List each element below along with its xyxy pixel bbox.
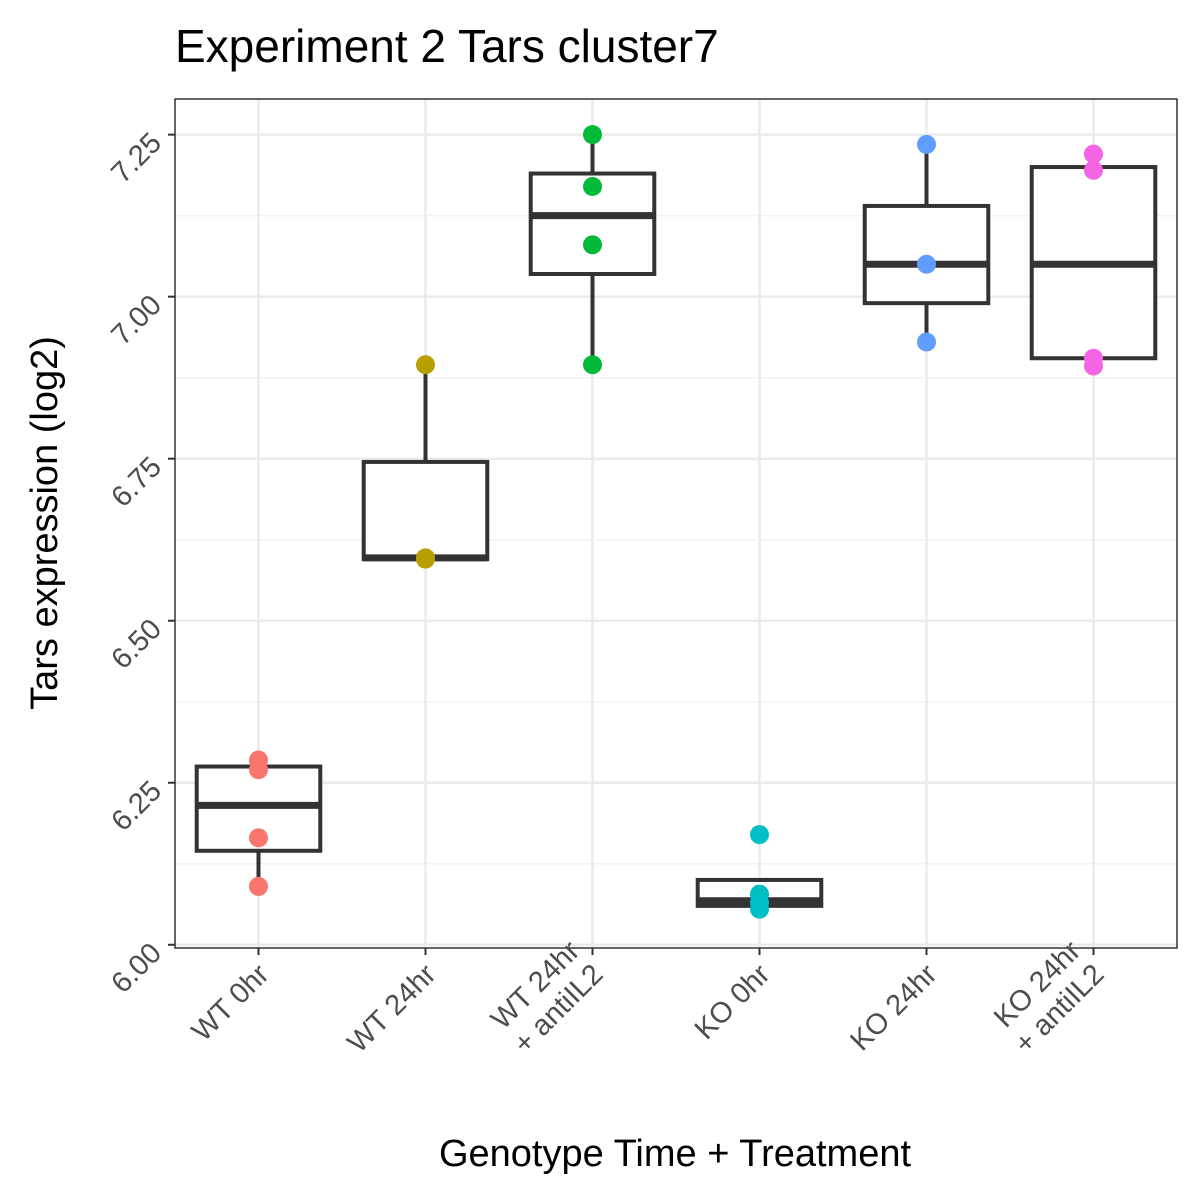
x-tick-label-line: WT 24hr	[342, 958, 443, 1059]
x-tick-label: WT 0hr	[186, 958, 276, 1048]
data-points	[249, 125, 1103, 919]
x-tick-label: KO 24hr+ antiIL2	[985, 935, 1110, 1060]
panel-border	[174, 98, 1178, 949]
x-tick-label: WT 24hr+ antiIL2	[484, 935, 609, 1060]
box	[361, 459, 490, 562]
data-point	[249, 876, 268, 896]
data-point	[1084, 356, 1103, 376]
x-tick-label: WT 24hr	[342, 958, 443, 1059]
y-tick-label: 6.75	[105, 451, 168, 514]
x-axis: WT 0hr WT 24hr WT 24hr+ antiIL2 KO 0hr KO 24…	[186, 935, 1110, 1060]
data-point	[249, 760, 268, 780]
data-point	[249, 828, 268, 848]
data-point	[750, 899, 769, 919]
data-point	[1084, 144, 1103, 164]
x-tick-label: KO 24hr	[844, 958, 943, 1057]
data-point	[583, 355, 602, 375]
x-tick-label: KO 0hr	[689, 958, 777, 1046]
y-tick-label: 7.25	[105, 127, 168, 190]
data-point	[583, 176, 602, 196]
data-point	[917, 134, 936, 154]
data-point	[416, 549, 435, 569]
boxes	[194, 134, 1158, 908]
data-point	[750, 825, 769, 845]
box	[862, 203, 991, 306]
x-tick-label-line: KO 24hr	[844, 958, 943, 1057]
data-point	[583, 125, 602, 145]
chart-title: Experiment 2 Tars cluster7	[175, 20, 719, 72]
x-tick-label-line: KO 0hr	[689, 958, 777, 1046]
data-point	[917, 254, 936, 274]
y-axis: 6.00 6.25 6.50 6.75 7.00 7.25	[105, 127, 175, 1000]
data-point	[917, 332, 936, 352]
y-tick-label: 6.25	[105, 775, 168, 838]
y-axis-title: Tars expression (log2)	[24, 336, 66, 710]
x-axis-title: Genotype Time + Treatment	[439, 1133, 912, 1175]
y-tick-label: 6.50	[105, 613, 168, 676]
data-point	[416, 355, 435, 375]
data-point	[1084, 160, 1103, 180]
x-tick-label-line: WT 0hr	[186, 958, 276, 1048]
y-tick-label: 7.00	[105, 289, 168, 352]
data-point	[583, 235, 602, 255]
grid	[175, 99, 1177, 948]
y-tick-label: 6.00	[105, 937, 168, 1000]
